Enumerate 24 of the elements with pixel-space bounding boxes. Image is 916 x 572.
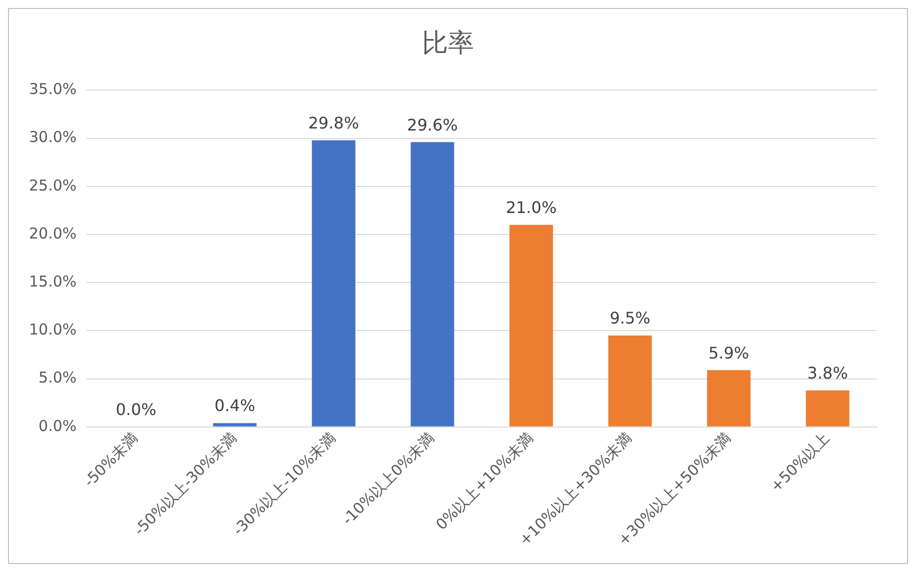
bar [509, 224, 553, 426]
y-tick-label: 0.0% [38, 416, 77, 435]
data-label: 29.8% [308, 113, 360, 132]
y-tick-label: 30.0% [28, 128, 77, 146]
data-label: 9.5% [610, 308, 650, 328]
bar [707, 370, 751, 426]
data-label: 29.6% [407, 115, 458, 134]
bar [410, 142, 454, 426]
data-label: 0.0% [116, 400, 156, 420]
data-label: 21.0% [506, 198, 557, 218]
bar [806, 390, 850, 426]
y-tick-label: 15.0% [28, 272, 77, 291]
data-label: 5.9% [708, 343, 750, 362]
y-tick-label: 35.0% [28, 80, 77, 98]
data-label: 3.8% [807, 364, 848, 383]
data-label: 0.4% [214, 396, 256, 416]
y-tick-label: 20.0% [28, 224, 77, 242]
y-tick-label: 5.0% [38, 368, 77, 387]
bar [213, 423, 257, 426]
y-tick-label: 10.0% [28, 320, 77, 339]
bar [608, 336, 652, 426]
bar [312, 140, 356, 426]
y-tick-label: 25.0% [28, 176, 77, 194]
chart-title: 比率 [422, 28, 474, 58]
